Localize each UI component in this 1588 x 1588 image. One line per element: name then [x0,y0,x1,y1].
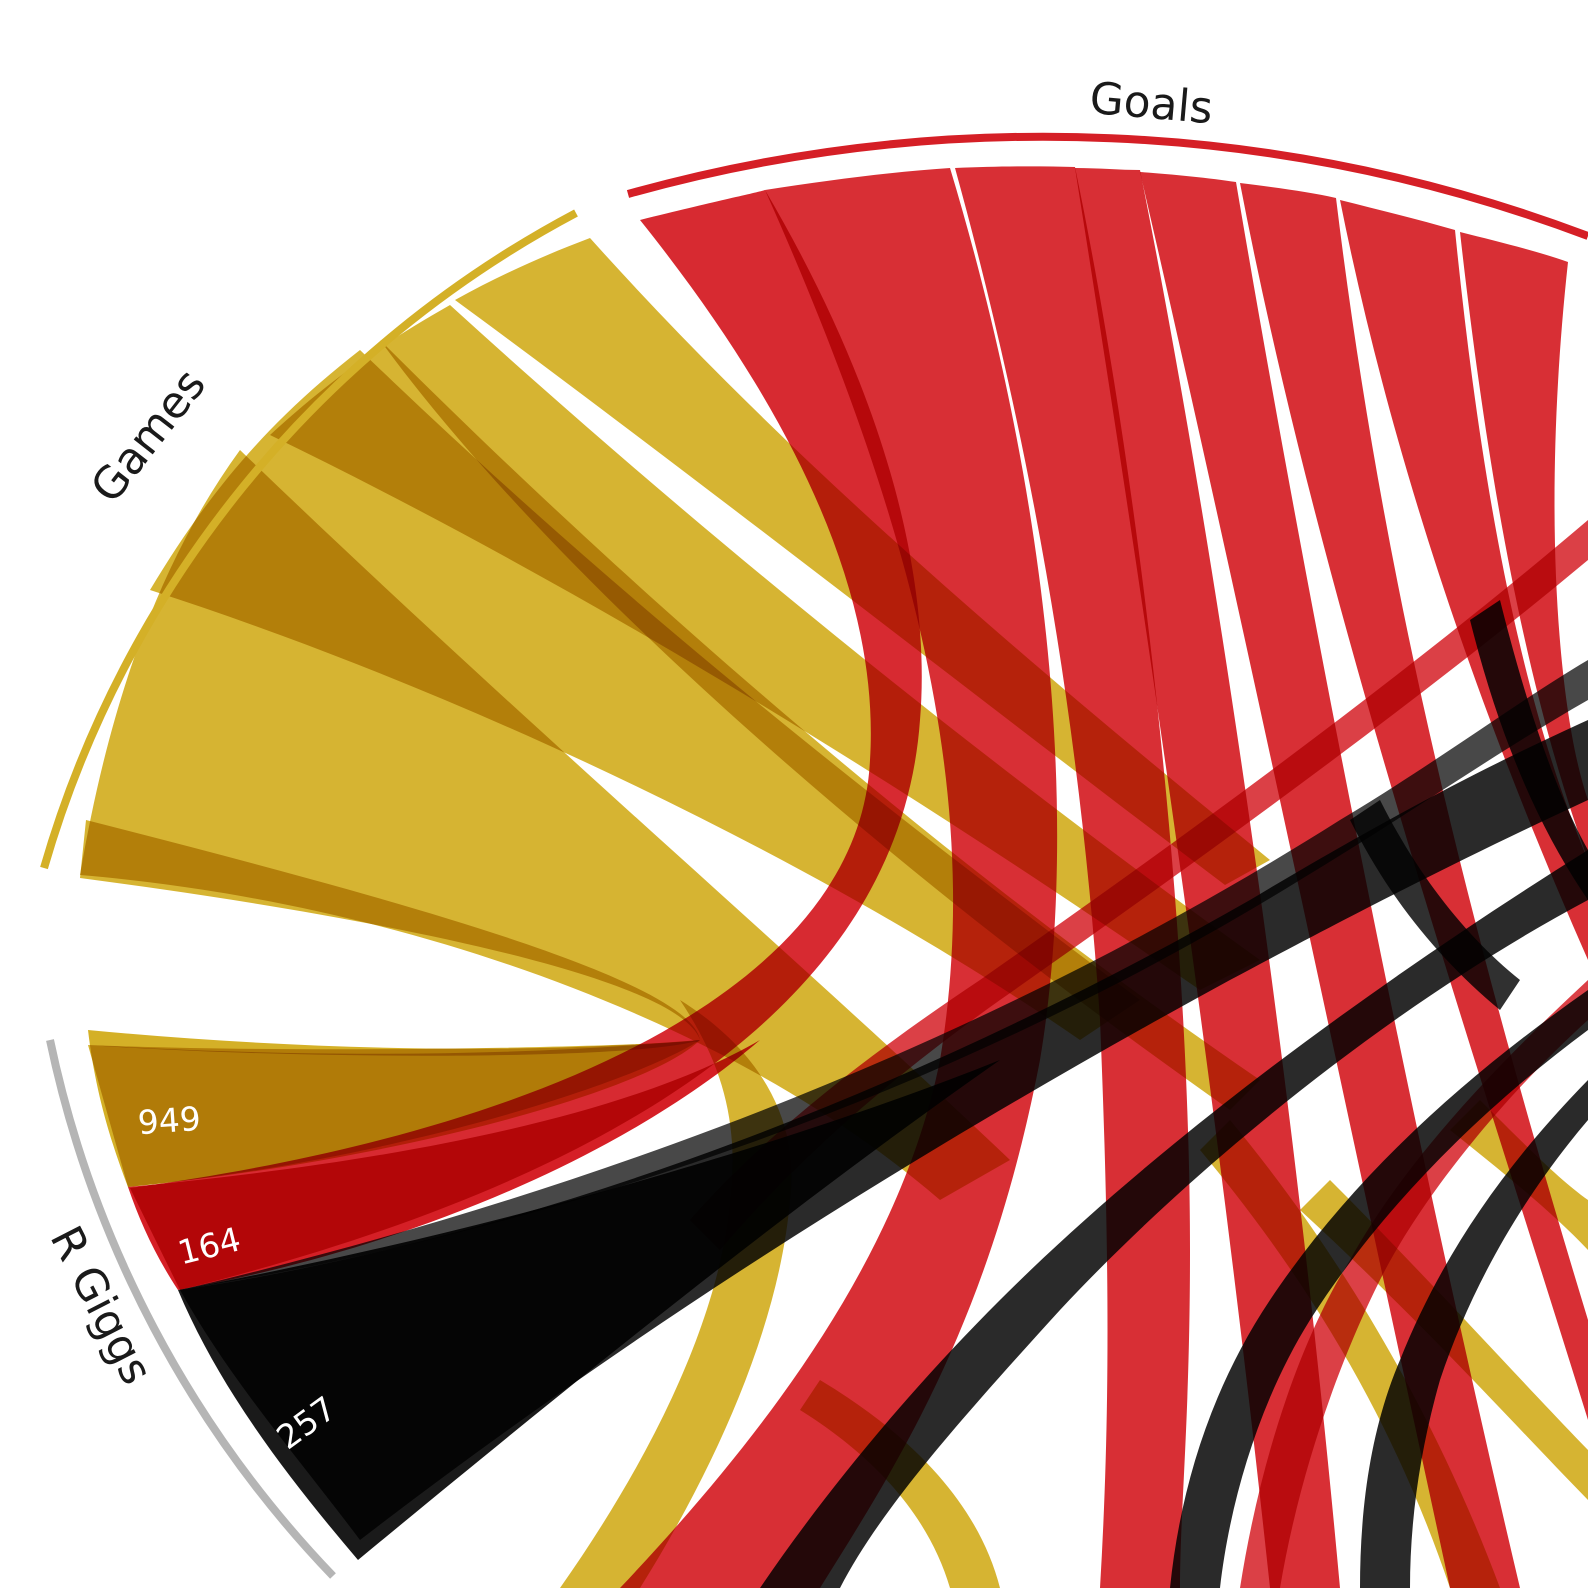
goals-label: Goals [1088,73,1215,135]
games-ribbon [150,350,1140,1040]
seasons-ribbon [1350,800,1520,1010]
goals-ribbon [1075,168,1340,1588]
games-value-label: 949 [136,1099,202,1142]
goals-arc [626,132,1588,240]
seasons-ribbon [760,850,1588,1588]
seasons-ribbon [1470,600,1588,900]
player-arc [46,1039,336,1579]
player-games-segment [88,1030,700,1187]
games-arc [40,209,578,870]
seasons-ribbon [1360,1080,1588,1588]
games-label: Games [81,360,216,513]
player-goals-segment [128,1040,760,1290]
seasons-ribbon [1170,990,1588,1588]
goals-ribbon [130,190,922,1290]
goals-ribbon [620,168,1058,1588]
ribbon-layer [80,166,1588,1588]
goals-ribbon [690,520,1588,1250]
player-seasons-segment [178,1060,1000,1560]
